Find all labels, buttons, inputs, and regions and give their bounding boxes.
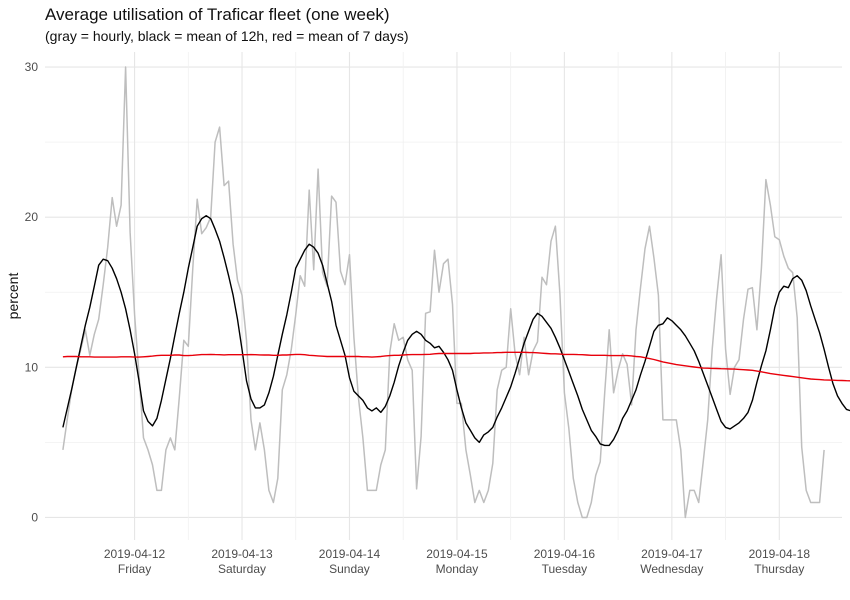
x-tick-label: 2019-04-14	[319, 547, 381, 561]
x-tick-day-label: Tuesday	[542, 562, 588, 576]
chart-subtitle: (gray = hourly, black = mean of 12h, red…	[45, 28, 409, 44]
x-tick-day-label: Friday	[118, 562, 151, 576]
mean-12h-series-line	[62, 214, 850, 447]
y-axis-label: percent	[5, 273, 21, 320]
y-tick-label: 20	[25, 210, 39, 224]
x-tick-day-label: Wednesday	[640, 562, 703, 576]
x-tick-day-label: Saturday	[218, 562, 266, 576]
x-tick-day-label: Monday	[436, 562, 479, 576]
x-tick-day-label: Thursday	[754, 562, 804, 576]
y-tick-label: 30	[25, 60, 39, 74]
x-tick-label: 2019-04-12	[104, 547, 166, 561]
y-tick-label: 0	[31, 510, 38, 524]
chart-title: Average utilisation of Traficar fleet (o…	[45, 5, 390, 24]
x-tick-label: 2019-04-18	[749, 547, 811, 561]
x-tick-label: 2019-04-16	[534, 547, 596, 561]
x-tick-label: 2019-04-13	[211, 547, 273, 561]
x-tick-day-label: Sunday	[329, 562, 370, 576]
y-tick-label: 10	[25, 360, 39, 374]
hourly-series-line	[62, 66, 825, 519]
mean-7d-series-line	[62, 351, 850, 382]
x-tick-label: 2019-04-17	[641, 547, 703, 561]
x-tick-label: 2019-04-15	[426, 547, 488, 561]
